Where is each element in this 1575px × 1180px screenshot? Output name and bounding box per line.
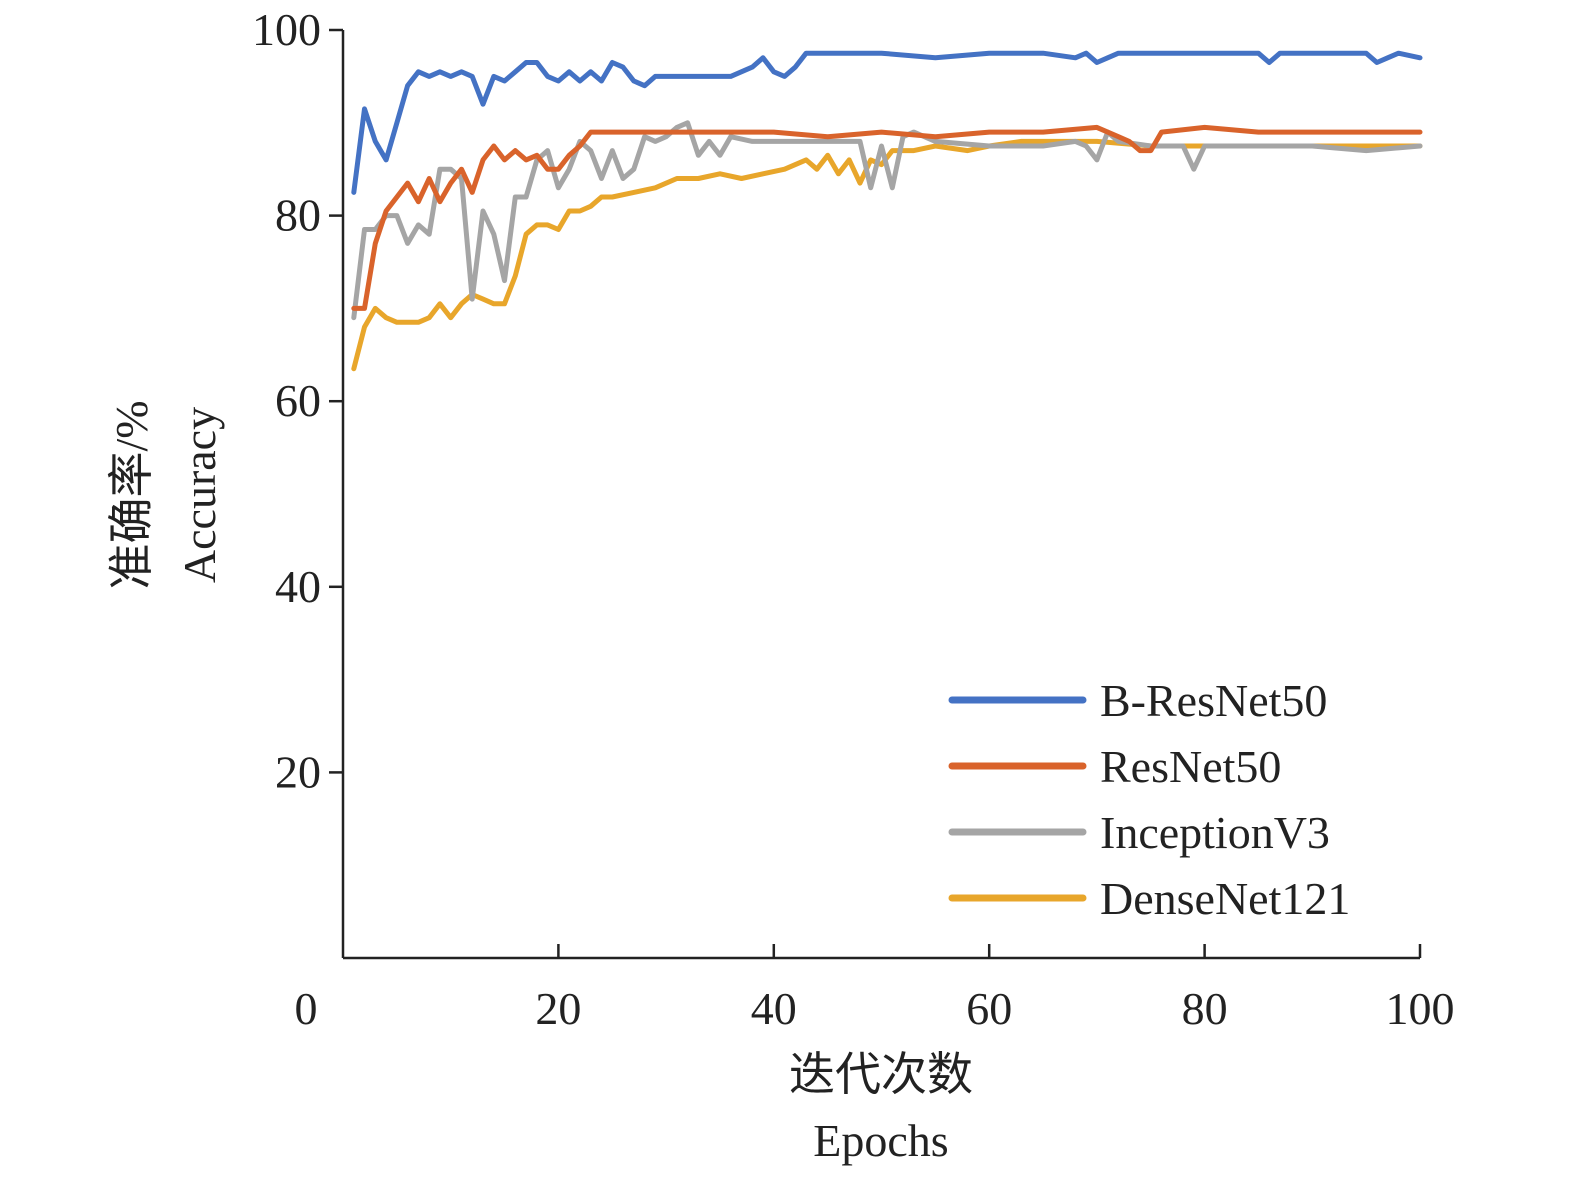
y-tick-label-60: 60 — [275, 375, 321, 426]
y-tick-label-20: 20 — [275, 746, 321, 797]
y-tick-label-100: 100 — [252, 4, 321, 55]
x-tick-label-100: 100 — [1386, 983, 1455, 1034]
y-ticks: 20 40 60 80 100 — [252, 4, 343, 797]
series-layer — [351, 50, 1423, 372]
y-axis-title-chinese: 准确率/% — [106, 400, 157, 589]
legend-label-b-resnet50: B-ResNet50 — [1100, 675, 1327, 726]
x-axis-title-english: Epochs — [813, 1115, 948, 1166]
x-tick-label-0: 0 — [295, 983, 318, 1034]
y-tick-label-40: 40 — [275, 561, 321, 612]
x-ticks: 0 20 40 60 80 100 — [295, 944, 1455, 1034]
y-tick-label-80: 80 — [275, 190, 321, 241]
series-line-resnet50 — [351, 124, 1423, 311]
legend-label-resnet50: ResNet50 — [1100, 741, 1281, 792]
y-axis-title-english: Accuracy — [174, 407, 225, 583]
x-tick-label-60: 60 — [966, 983, 1012, 1034]
series-line-b-resnet50 — [351, 50, 1423, 195]
legend: B-ResNet50 ResNet50 InceptionV3 DenseNet121 — [948, 675, 1350, 924]
x-tick-label-20: 20 — [535, 983, 581, 1034]
y-axis-title: 准确率/% Accuracy — [106, 400, 225, 589]
series-line-inceptionv3 — [351, 120, 1423, 321]
x-axis-title-chinese: 迭代次数 — [789, 1049, 973, 1100]
x-axis-title: 迭代次数 Epochs — [789, 1049, 973, 1166]
x-tick-label-40: 40 — [751, 983, 797, 1034]
legend-label-densenet121: DenseNet121 — [1100, 873, 1350, 924]
x-tick-label-80: 80 — [1182, 983, 1228, 1034]
legend-label-inceptionv3: InceptionV3 — [1100, 807, 1330, 858]
plot-area: 20 40 60 80 100 0 20 40 60 80 100 — [252, 4, 1455, 1034]
